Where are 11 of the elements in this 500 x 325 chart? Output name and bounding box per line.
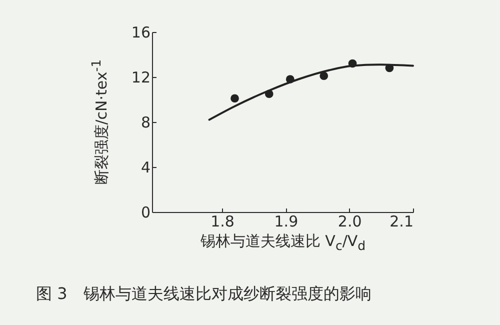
caption: 图 3 锡林与道夫线速比对成纱断裂强度的影响 bbox=[36, 284, 372, 305]
x-axis-title: 锡林与道夫线速比 V$_{c}$/V$_{d}$ bbox=[200, 232, 366, 253]
x-tick-label: 2.1 bbox=[390, 212, 414, 230]
x-tick-label: 2.0 bbox=[338, 212, 362, 230]
y-tick-label: 4 bbox=[140, 158, 150, 176]
y-tick-label: 12 bbox=[131, 68, 150, 86]
x-tick-label: 1.9 bbox=[274, 212, 298, 230]
y-tick-label: 16 bbox=[131, 24, 150, 42]
y-tick-label: 8 bbox=[140, 114, 150, 132]
x-tick-label: 1.8 bbox=[210, 212, 234, 230]
y-tick-label: 0 bbox=[140, 204, 150, 222]
